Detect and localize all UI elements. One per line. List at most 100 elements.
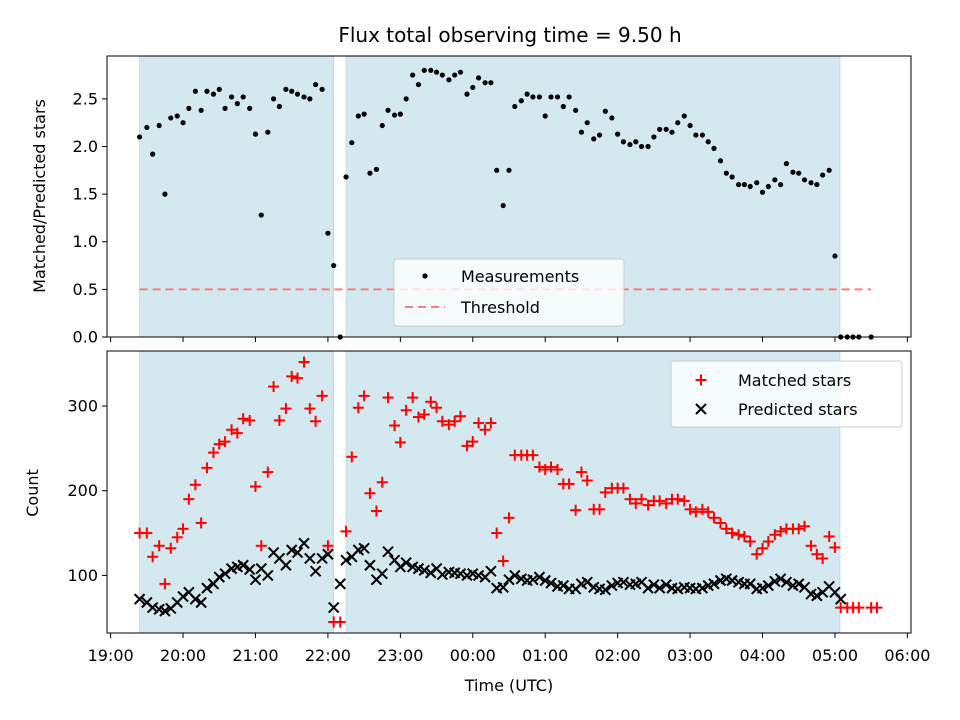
measurement-point [560, 103, 566, 110]
predicted-star-point [334, 578, 346, 590]
measurement-point [482, 80, 488, 86]
matched-star-point [219, 436, 231, 448]
bottom-legend-box [670, 360, 903, 428]
ratio-panel: 0.0 0.5 1.0 1.5 2.0 2.5 Matched/Predicted sta… [30, 55, 912, 347]
measurement-point [470, 84, 476, 91]
predicted-star-point [376, 568, 388, 580]
matched-star-point [769, 529, 781, 541]
y-tick-label: 1.5 [73, 185, 98, 204]
predicted-star-point [304, 552, 316, 565]
bottom-y-axis-ticks: 100 200 300 [67, 397, 107, 585]
measurement-point [343, 174, 349, 180]
predicted-star-point [146, 601, 159, 614]
legend-plus-glyph [695, 374, 707, 386]
matched-star-point [678, 495, 690, 507]
measurement-point [162, 191, 168, 197]
matched-star-point [255, 540, 267, 552]
matched-star-point [485, 417, 497, 429]
matched-star-point [594, 503, 606, 515]
matched-star-point [630, 497, 642, 509]
x-tick-label: 06:00 [884, 646, 930, 665]
measurement-point [186, 105, 192, 111]
matched-star-point [708, 512, 720, 524]
measurement-point [421, 67, 427, 73]
y-tick-label: 100 [67, 566, 98, 585]
measurement-point [620, 139, 627, 145]
matched-star-point [467, 436, 479, 448]
matched-star-point [539, 464, 551, 476]
measurement-point [446, 77, 452, 83]
measurement-point [428, 67, 434, 73]
matched-star-point [226, 424, 238, 436]
matched-star-point [286, 370, 298, 382]
measurement-point [156, 122, 162, 129]
measurement-point [283, 86, 289, 92]
matched-star-point [527, 449, 539, 461]
measurement-point [313, 81, 319, 88]
matched-star-point [141, 527, 153, 539]
measurement-point [452, 72, 458, 78]
measurement-point [210, 91, 217, 97]
observing-window-1 [139, 350, 335, 634]
measurement-point [783, 161, 790, 167]
measurement-point [216, 86, 222, 92]
predicted-star-point [780, 576, 793, 588]
predicted-star-point [744, 578, 756, 590]
matched-star-point [829, 541, 841, 553]
matched-star-point [316, 390, 328, 402]
predicted-star-point [189, 593, 202, 605]
measurement-point [627, 141, 633, 148]
predicted-star-point [316, 552, 328, 565]
matched-star-point [715, 517, 727, 529]
chart-title: Flux total observing time = 9.50 h [338, 23, 681, 47]
measurement-point [596, 132, 603, 138]
matched-star-point [213, 438, 225, 450]
predicted-star-point [285, 544, 298, 556]
measurement-point [289, 88, 295, 94]
top-legend-box [393, 258, 625, 327]
matched-star-point [449, 415, 461, 427]
measurement-point [554, 94, 561, 100]
matched-star-point [696, 503, 708, 515]
matched-star-point [823, 530, 835, 542]
legend-matched-label: Matched stars [738, 371, 851, 390]
predicted-star-point [617, 576, 630, 588]
predicted-star-point [364, 559, 376, 571]
measurement-point [832, 253, 838, 259]
measurement-point [675, 120, 681, 126]
predicted-star-point [708, 578, 720, 590]
matched-star-point [280, 403, 292, 415]
measurement-point [723, 170, 729, 176]
matched-star-point [497, 555, 509, 567]
matched-star-point [726, 527, 738, 539]
measurement-point [488, 80, 494, 86]
predicted-star-point [394, 561, 407, 573]
measurement-point [524, 91, 530, 97]
matched-star-point [268, 381, 280, 393]
predicted-star-point [774, 573, 787, 585]
predicted-star-point [159, 605, 171, 617]
top-legend: Measurements Threshold [393, 258, 625, 327]
measurement-point [778, 181, 784, 188]
measurement-point [602, 108, 608, 114]
matched-star-points [134, 356, 883, 628]
matched-star-point [400, 404, 412, 416]
matched-star-point [273, 414, 285, 426]
predicted-star-point [472, 569, 485, 582]
matched-star-point [533, 461, 545, 473]
measurement-point [331, 262, 337, 269]
legend-x-glyph [695, 403, 707, 415]
top-axes-frame [106, 55, 912, 338]
matched-star-point [389, 420, 401, 432]
predicted-star-point [298, 537, 310, 549]
measurement-point [433, 69, 440, 75]
predicted-star-point [756, 582, 769, 594]
measurement-point [439, 72, 445, 78]
predicted-star-point [195, 596, 207, 609]
y-tick-label: 2.5 [73, 89, 98, 108]
measurement-point [506, 167, 512, 173]
x-tick-label: 19:00 [88, 646, 134, 665]
measurement-point [584, 120, 590, 126]
matched-star-point [853, 602, 865, 614]
measurement-point [391, 112, 398, 118]
